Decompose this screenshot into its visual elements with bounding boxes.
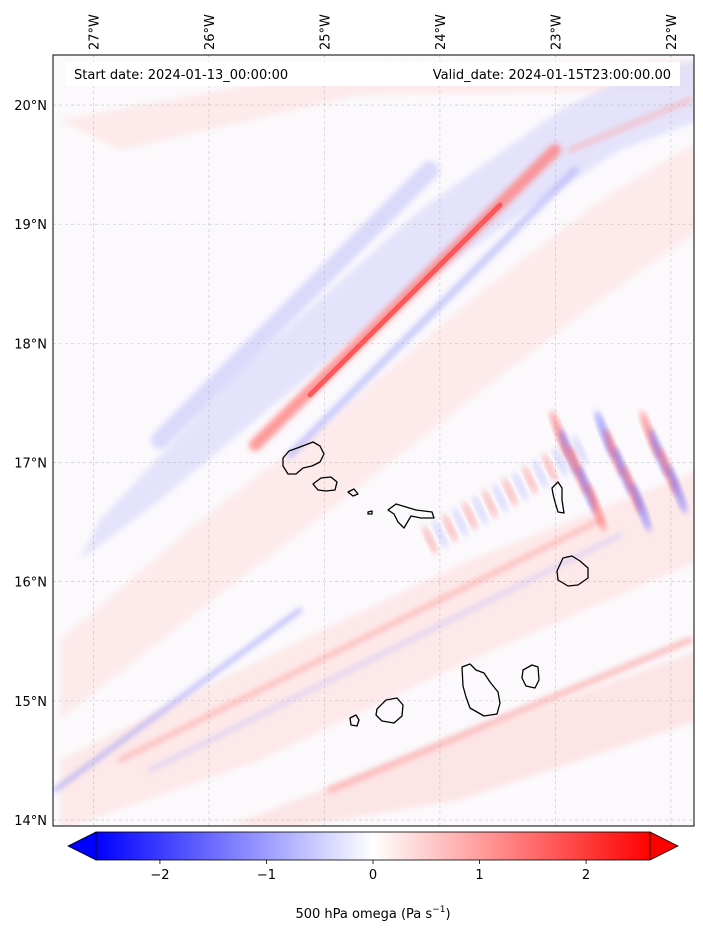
island-santo-antao <box>282 441 325 475</box>
omega-field <box>53 60 694 826</box>
island-santa-luzia <box>347 488 359 497</box>
date-annotation: Start date: 2024-01-13_00:00:00 Valid_da… <box>66 62 680 86</box>
ripple-mark <box>522 465 538 495</box>
lon-tick-label: 22°W <box>665 14 680 50</box>
omega-blue-south-band-b <box>148 533 622 772</box>
lat-tick-label: 17°N <box>14 457 47 472</box>
gridlines <box>53 55 694 826</box>
island-razo <box>367 510 373 515</box>
omega-red-south-band-a <box>117 517 603 763</box>
annotation-box <box>66 62 680 86</box>
island-sal <box>551 481 565 514</box>
island-fogo <box>375 697 404 724</box>
ripple-mark <box>482 489 498 519</box>
ripple-mark <box>552 447 568 477</box>
longitude-tick-labels: 27°W 26°W 25°W 24°W 23°W 22°W <box>87 14 679 50</box>
omega-blue-south-band <box>53 608 302 792</box>
valid-date-text: Valid_date: 2024-01-15T23:00:00.00 <box>433 68 671 83</box>
ripple-mark <box>502 477 518 507</box>
colorbar-label: 500 hPa omega (Pa s−1) <box>295 905 450 922</box>
ripple-mark <box>432 519 448 549</box>
ripple-mark <box>532 459 548 489</box>
lon-tick-label: 27°W <box>87 14 102 50</box>
island-sao-nicolau <box>387 503 435 529</box>
colorbar-tick-label: −1 <box>257 868 276 883</box>
ripple-mark <box>462 501 478 531</box>
colorbar-extend-low <box>67 831 97 861</box>
ripple-mark <box>472 495 488 525</box>
colorbar-label-exponent: −1 <box>432 905 445 915</box>
colorbar-extend-high <box>649 831 679 861</box>
map-frame <box>52 54 695 827</box>
ripple-mark <box>631 482 651 532</box>
island-boa-vista <box>556 555 589 587</box>
omega-red-south-band-c <box>327 637 693 793</box>
colorbar-tick-label: −2 <box>150 868 169 883</box>
lat-tick-label: 14°N <box>14 814 47 829</box>
colorbar-tick-label: 2 <box>582 868 590 883</box>
colorbar-tick-label: 0 <box>369 868 377 883</box>
colorbar: −2 −1 0 1 2 500 hPa omega (Pa s−1) <box>67 831 679 922</box>
ripple-mark <box>492 483 508 513</box>
latitude-tick-labels: 20°N 19°N 18°N 17°N 16°N 15°N 14°N <box>14 99 47 829</box>
lon-tick-label: 23°W <box>549 14 564 50</box>
lat-tick-label: 19°N <box>14 218 47 233</box>
island-santiago <box>461 663 501 717</box>
lat-tick-label: 20°N <box>14 99 47 114</box>
lon-tick-label: 24°W <box>434 14 449 50</box>
colorbar-body <box>95 831 651 861</box>
lon-tick-label: 26°W <box>203 14 218 50</box>
omega-blue-northwest <box>151 161 439 449</box>
island-sao-vicente <box>312 476 338 492</box>
colorbar-tick-label: 1 <box>475 868 483 883</box>
start-date-text: Start date: 2024-01-13_00:00:00 <box>74 68 288 83</box>
omega-blue-companion <box>286 166 579 459</box>
ripple-mark <box>562 441 578 471</box>
lat-tick-label: 15°N <box>14 695 47 710</box>
ripple-mark <box>452 507 468 537</box>
ripple-mark <box>586 482 606 532</box>
lat-tick-label: 18°N <box>14 337 47 352</box>
omega-band-red-broad-central <box>60 143 694 720</box>
ripple-mark <box>667 464 687 514</box>
omega-strong-red-core <box>307 202 503 398</box>
ripple-mark <box>572 435 588 465</box>
ripple-mark <box>542 453 558 483</box>
island-brava <box>349 714 360 727</box>
ripple-mark <box>442 513 458 543</box>
coastlines <box>282 441 589 727</box>
ripple-mark <box>512 471 528 501</box>
omega-wave-ripples <box>422 410 687 555</box>
omega-red-northeast-band <box>567 97 693 153</box>
colorbar-ticks: −2 −1 0 1 2 <box>150 860 590 883</box>
lon-tick-label: 25°W <box>318 14 333 50</box>
island-maio <box>521 664 540 689</box>
ripple-mark <box>422 525 438 555</box>
map-panel <box>52 54 695 827</box>
lat-tick-label: 16°N <box>14 576 47 591</box>
